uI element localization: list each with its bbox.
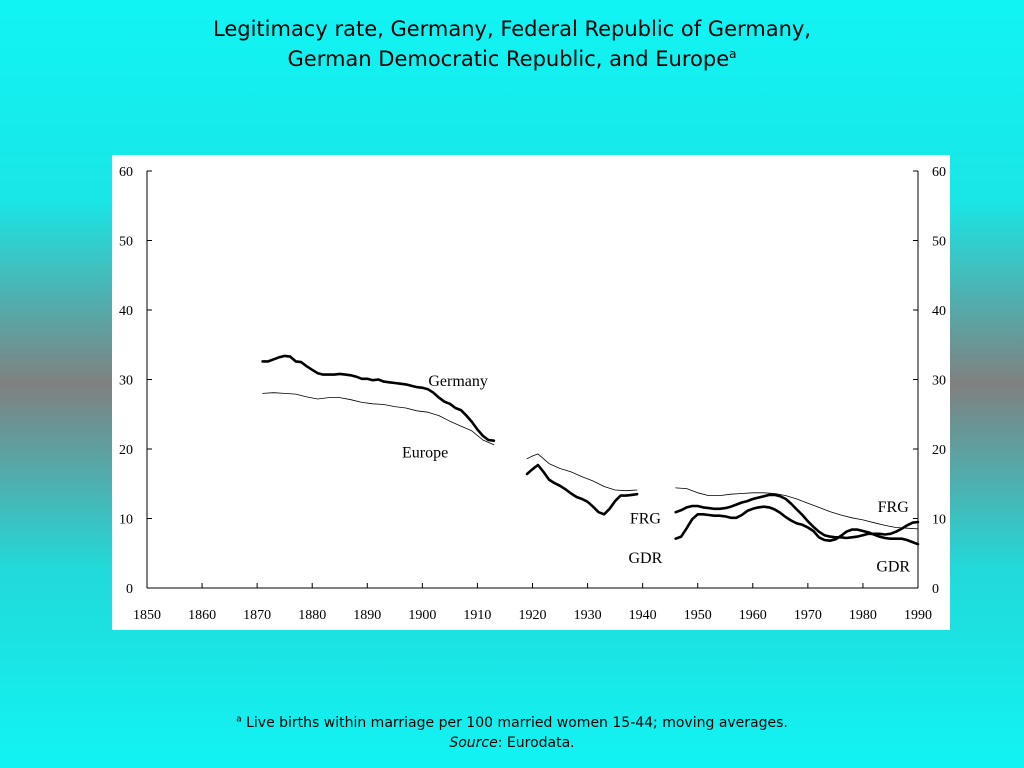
title-line-2-text: German Democratic Republic, and Europe <box>287 47 730 71</box>
y-tick-label-right: 20 <box>932 443 946 458</box>
annotation-germany: Germany <box>428 373 488 390</box>
title-line-1: Legitimacy rate, Germany, Federal Republ… <box>213 17 811 41</box>
series-line-europe <box>526 453 638 492</box>
y-tick-label-right: 10 <box>932 513 946 528</box>
x-tick-label: 1890 <box>353 608 381 623</box>
annotation-gdr: GDR <box>876 558 910 575</box>
line-chart: 0 0 10 10 20 20 30 30 40 40 50 50 60 60 1850 1860 1870 18… <box>119 165 946 623</box>
x-tick-label: 1870 <box>243 608 271 623</box>
series-line-gdr <box>674 505 920 546</box>
y-tick-label-left: 50 <box>119 235 133 250</box>
x-tick-label: 1930 <box>574 608 602 623</box>
y-tick-label-right: 0 <box>932 582 939 597</box>
y-tick-label-right: 60 <box>932 165 946 180</box>
y-tick-label-left: 0 <box>126 582 133 597</box>
y-tick-label-left: 30 <box>119 374 133 389</box>
x-tick-label: 1960 <box>739 608 767 623</box>
y-tick-label-left: 10 <box>119 513 133 528</box>
source-text: : Eurodata. <box>497 735 575 751</box>
footnote-text: Live births within marriage per 100 marr… <box>246 715 788 731</box>
x-tick-label: 1990 <box>904 608 932 623</box>
series-line-germany <box>525 463 639 516</box>
x-tick-label: 1850 <box>133 608 161 623</box>
annotation-frg: FRG <box>630 510 662 527</box>
y-tick-label-left: 40 <box>119 304 133 319</box>
x-tick-label: 1970 <box>794 608 822 623</box>
annotation-europe: Europe <box>402 444 448 461</box>
source-label: Source <box>449 735 498 751</box>
footnote-marker: a <box>236 714 242 725</box>
x-tick-label: 1940 <box>629 608 657 623</box>
slide-title: Legitimacy rate, Germany, Federal Republ… <box>0 14 1024 74</box>
chart-area: 0 0 10 10 20 20 30 30 40 40 50 50 60 60 1850 1860 1870 18… <box>112 155 950 630</box>
y-tick-label-right: 50 <box>932 235 946 250</box>
annotation-frg: FRG <box>878 499 910 516</box>
x-tick-label: 1910 <box>463 608 491 623</box>
footnote-line: a Live births within marriage per 100 ma… <box>0 713 1024 733</box>
x-tick-label: 1950 <box>684 608 712 623</box>
x-tick-label: 1920 <box>519 608 547 623</box>
series-line-europe <box>262 392 495 446</box>
y-tick-label-right: 40 <box>932 304 946 319</box>
series-line-germany <box>261 354 496 442</box>
source-line: Source: Eurodata. <box>0 733 1024 753</box>
title-line-2: German Democratic Republic, and Europea <box>0 44 1024 74</box>
y-tick-label-left: 20 <box>119 443 133 458</box>
x-tick-label: 1880 <box>298 608 326 623</box>
series-line-frg <box>674 493 920 540</box>
y-tick-label-left: 60 <box>119 165 133 180</box>
x-tick-label: 1860 <box>188 608 216 623</box>
x-tick-label: 1980 <box>849 608 877 623</box>
series-line-europe <box>675 487 919 530</box>
footnote: a Live births within marriage per 100 ma… <box>0 713 1024 753</box>
y-tick-label-right: 30 <box>932 374 946 389</box>
title-footnote-marker: a <box>729 47 737 61</box>
x-tick-label: 1900 <box>408 608 436 623</box>
annotation-gdr: GDR <box>629 550 663 567</box>
